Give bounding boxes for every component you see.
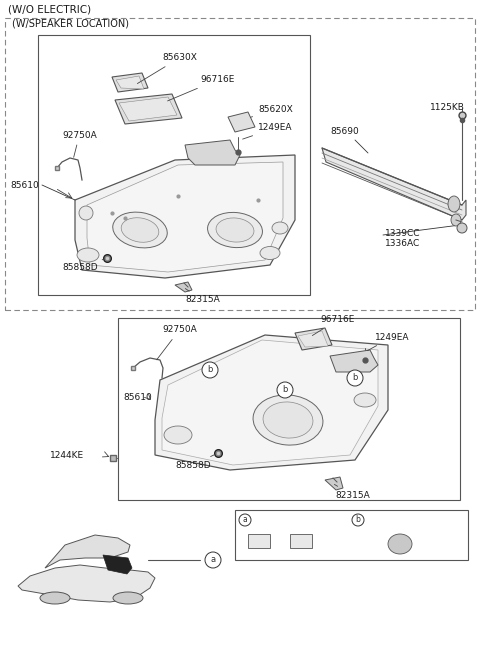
Ellipse shape [79,206,93,220]
Ellipse shape [451,214,461,226]
Text: 1249EA: 1249EA [367,333,409,350]
Bar [235,510,468,560]
Polygon shape [322,148,466,220]
Text: b: b [282,386,288,394]
Text: b: b [352,373,358,383]
Text: 96716E: 96716E [168,75,234,101]
Text: 85610: 85610 [10,181,39,189]
Circle shape [205,552,221,568]
Ellipse shape [448,196,460,212]
Text: 1336AC: 1336AC [385,238,420,248]
Polygon shape [18,565,155,602]
Text: 89855B: 89855B [368,515,403,525]
Ellipse shape [263,402,313,438]
Circle shape [239,514,251,526]
Text: 85858D: 85858D [62,259,104,272]
Polygon shape [162,340,378,465]
Bar [290,534,312,548]
Polygon shape [116,76,144,89]
Polygon shape [185,140,240,165]
Text: 1249EA: 1249EA [242,124,292,139]
Text: 85620X: 85620X [251,105,293,117]
Polygon shape [155,335,388,470]
Text: 84186A: 84186A [245,552,273,558]
Polygon shape [75,155,295,278]
Ellipse shape [164,426,192,444]
Text: 82315A: 82315A [185,289,220,305]
Polygon shape [112,73,148,92]
Text: (W/O ELECTRIC): (W/O ELECTRIC) [8,5,91,15]
Ellipse shape [207,212,263,248]
Text: a: a [210,555,216,565]
Ellipse shape [77,248,99,262]
Polygon shape [175,282,192,292]
Text: 84173A: 84173A [288,552,314,558]
Text: 85858D: 85858D [175,454,216,470]
Text: 1125KB: 1125KB [430,103,465,113]
Text: 1244KE: 1244KE [50,451,84,460]
Polygon shape [115,94,182,124]
Circle shape [202,362,218,378]
Ellipse shape [121,217,159,242]
Text: b: b [207,365,213,375]
Text: 92750A: 92750A [62,130,97,157]
Text: 1339CC: 1339CC [385,229,420,238]
Bar [5,18,475,310]
Text: 82315A: 82315A [335,485,370,500]
Ellipse shape [388,534,412,554]
Bar [38,35,310,295]
Text: 85610: 85610 [123,392,152,402]
Polygon shape [298,331,328,347]
Bar [248,534,270,548]
Circle shape [277,382,293,398]
Polygon shape [119,97,177,121]
Ellipse shape [113,212,167,248]
Ellipse shape [40,592,70,604]
Text: (W/SPEAKER LOCATION): (W/SPEAKER LOCATION) [12,18,129,28]
Ellipse shape [253,395,323,445]
Ellipse shape [272,222,288,234]
Circle shape [347,370,363,386]
Ellipse shape [354,393,376,407]
Text: 85630X: 85630X [137,54,197,84]
Ellipse shape [457,223,467,233]
Circle shape [352,514,364,526]
Text: 96716E: 96716E [312,316,354,335]
Polygon shape [228,112,255,132]
Polygon shape [45,535,130,568]
Text: 92750A: 92750A [156,326,197,360]
Text: a: a [242,515,247,525]
Polygon shape [87,162,283,272]
Bar [118,318,460,500]
Polygon shape [330,350,378,372]
Ellipse shape [260,246,280,259]
Polygon shape [295,328,332,350]
Ellipse shape [113,592,143,604]
Text: 85690: 85690 [330,128,359,136]
Polygon shape [103,555,132,574]
Text: b: b [356,515,360,525]
Ellipse shape [216,218,254,242]
Polygon shape [325,477,343,490]
